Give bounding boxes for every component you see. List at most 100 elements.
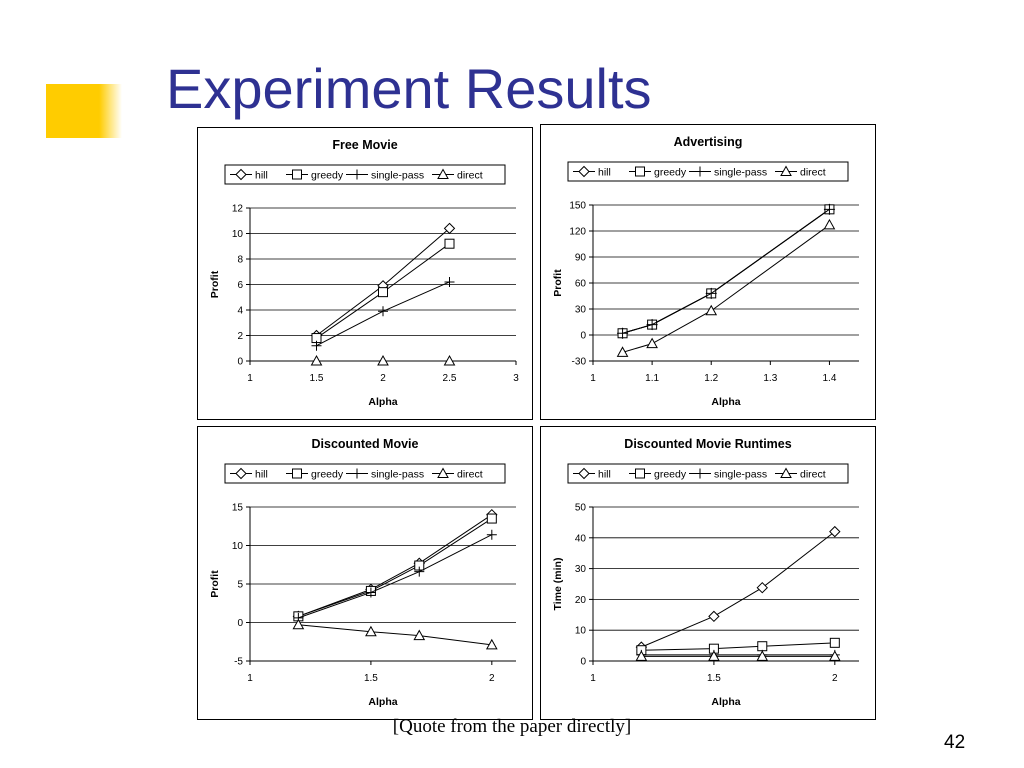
discounted-movie-runtimes-xtick-label: 1 <box>590 673 596 684</box>
free-movie-legend-hill-marker <box>235 168 247 181</box>
discounted-movie-runtimes-direct-point <box>635 650 648 661</box>
free-movie-series-direct <box>310 354 456 366</box>
advertising-ytick-label: 150 <box>569 201 586 212</box>
free-movie-xtick-label: 1.5 <box>310 373 324 384</box>
advertising-single-pass-point <box>617 328 628 339</box>
advertising-direct-point <box>616 346 629 357</box>
discounted-movie-runtimes-title: Discounted Movie Runtimes <box>624 437 791 451</box>
advertising-ytick-label: 0 <box>580 331 586 342</box>
advertising-ytick-label: 60 <box>575 279 587 290</box>
discounted-movie-runtimes-legend-direct-marker <box>780 467 792 478</box>
discounted-movie-series-direct <box>292 618 498 650</box>
free-movie-legend-hill-label: hill <box>255 170 268 182</box>
discounted-movie-legend-greedy-label: greedy <box>311 469 344 481</box>
advertising-xtick-label: 1.4 <box>822 373 836 384</box>
free-movie-greedy-point <box>378 287 388 298</box>
discounted-movie-runtimes-greedy-line <box>641 642 835 651</box>
discounted-movie-runtimes-xtick-label: 1.5 <box>707 673 721 684</box>
discounted-movie-x-axis-label: Alpha <box>368 696 397 708</box>
free-movie-legend-direct-marker <box>437 168 449 179</box>
free-movie-greedy-point <box>444 238 455 249</box>
discounted-movie-xtick-label: 2 <box>489 673 495 684</box>
free-movie-direct-point <box>310 354 323 366</box>
free-movie-title: Free Movie <box>332 138 397 152</box>
advertising-xtick-label: 1.3 <box>763 373 777 384</box>
discounted-movie-chart: Discounted Movie hill greedy single-pass dir… <box>209 437 516 708</box>
advertising-series-single-pass <box>617 204 835 339</box>
advertising-title: Advertising <box>674 135 743 149</box>
advertising-ytick-label: 90 <box>575 253 587 264</box>
advertising-series-greedy <box>617 204 835 339</box>
discounted-movie-runtimes-ytick-label: 20 <box>575 595 587 606</box>
discounted-movie-single-pass-point <box>365 587 376 598</box>
discounted-movie-runtimes-hill-point <box>756 581 768 594</box>
discounted-movie-runtimes-greedy-point <box>757 641 768 652</box>
advertising-legend-hill-label: hill <box>598 167 611 179</box>
slide-caption: [Quote from the paper directly] <box>392 716 632 737</box>
advertising-chart: Advertising hill greedy single-pass direct -3… <box>552 135 859 408</box>
advertising-ytick-label: 30 <box>575 305 587 316</box>
discounted-movie-direct-point <box>365 625 377 637</box>
free-movie-series-hill <box>310 222 456 342</box>
free-movie-legend: hill greedy single-pass direct <box>224 164 506 185</box>
discounted-movie-runtimes-ytick-label: 40 <box>575 533 587 544</box>
advertising-legend-single-pass-label: single-pass <box>714 167 767 179</box>
discounted-movie-direct-point <box>485 638 498 650</box>
discounted-movie-legend-single-pass-label: single-pass <box>371 469 424 481</box>
advertising-ytick-label: 120 <box>569 227 586 238</box>
advertising-direct-point <box>823 218 836 230</box>
discounted-movie-runtimes-y-axis-label: Time (min) <box>552 558 564 611</box>
page-number: 42 <box>944 732 966 753</box>
advertising-series-hill <box>616 203 836 339</box>
discounted-movie-runtimes-series-greedy <box>636 637 840 656</box>
discounted-movie-runtimes-ytick-label: 10 <box>575 626 587 637</box>
free-movie-legend-greedy-label: greedy <box>311 170 344 182</box>
discounted-movie-runtimes-legend: hill greedy single-pass direct <box>567 463 849 484</box>
discounted-movie-direct-point <box>413 629 426 641</box>
discounted-movie-runtimes-legend-hill-marker <box>578 467 590 480</box>
discounted-movie-runtimes-series-hill <box>635 525 841 653</box>
discounted-movie-legend-direct-label: direct <box>457 469 483 481</box>
advertising-single-pass-point <box>824 204 835 215</box>
advertising-xtick-label: 1.2 <box>704 373 718 384</box>
advertising-legend-direct-label: direct <box>800 167 826 179</box>
advertising-legend: hill greedy single-pass direct <box>567 161 849 182</box>
discounted-movie-legend-hill-marker <box>235 467 247 480</box>
slide-title: Experiment Results <box>166 57 652 120</box>
discounted-movie-y-axis-label: Profit <box>209 570 221 598</box>
free-movie-single-pass-point <box>378 306 388 317</box>
discounted-movie-series-greedy <box>293 513 497 622</box>
advertising-direct-line <box>622 224 830 353</box>
discounted-movie-runtimes-legend-single-pass-marker <box>695 468 705 479</box>
free-movie-single-pass-point <box>311 340 322 351</box>
chart-panel-free-movie: Free Movie hill greedy single-pass direct 0 2 4… <box>197 127 533 420</box>
discounted-movie-runtimes-ytick-label: 0 <box>580 657 586 668</box>
free-movie-single-pass-point <box>444 276 455 287</box>
free-movie-series-greedy <box>311 238 455 344</box>
discounted-movie-runtimes-chart: Discounted Movie Runtimes hill greedy singl… <box>552 437 859 708</box>
chart-panel-discounted-movie: Discounted Movie hill greedy single-pass dir… <box>197 426 533 720</box>
discounted-movie-legend-single-pass-marker <box>352 468 362 479</box>
advertising-single-pass-point <box>647 319 658 330</box>
discounted-movie-single-pass-point <box>414 566 425 577</box>
advertising-single-pass-line <box>622 208 830 334</box>
discounted-movie-direct-line <box>298 624 492 646</box>
discounted-movie-direct-point <box>292 618 305 630</box>
free-movie-ytick-label: 6 <box>237 280 243 291</box>
discounted-movie-runtimes-x-axis-label: Alpha <box>711 696 740 708</box>
free-movie-xtick-label: 2 <box>380 373 386 384</box>
free-movie-ytick-label: 2 <box>237 331 243 342</box>
free-movie-legend-single-pass-label: single-pass <box>371 170 424 182</box>
discounted-movie-runtimes-series-direct <box>635 650 841 661</box>
free-movie-ytick-label: 8 <box>237 255 243 266</box>
discounted-movie-single-pass-line <box>298 534 493 619</box>
advertising-direct-point <box>646 337 658 349</box>
advertising-xtick-label: 1.1 <box>645 373 659 384</box>
discounted-movie-runtimes-legend-single-pass-label: single-pass <box>714 469 767 481</box>
free-movie-series-single-pass <box>311 276 455 351</box>
discounted-movie-single-pass-point <box>486 529 497 540</box>
discounted-movie-runtimes-xtick-label: 2 <box>832 673 838 684</box>
free-movie-ytick-label: 4 <box>237 306 243 317</box>
chart-panel-discounted-movie-runtimes: Discounted Movie Runtimes hill greedy singl… <box>540 426 876 720</box>
discounted-movie-ytick-label: 0 <box>237 618 243 629</box>
